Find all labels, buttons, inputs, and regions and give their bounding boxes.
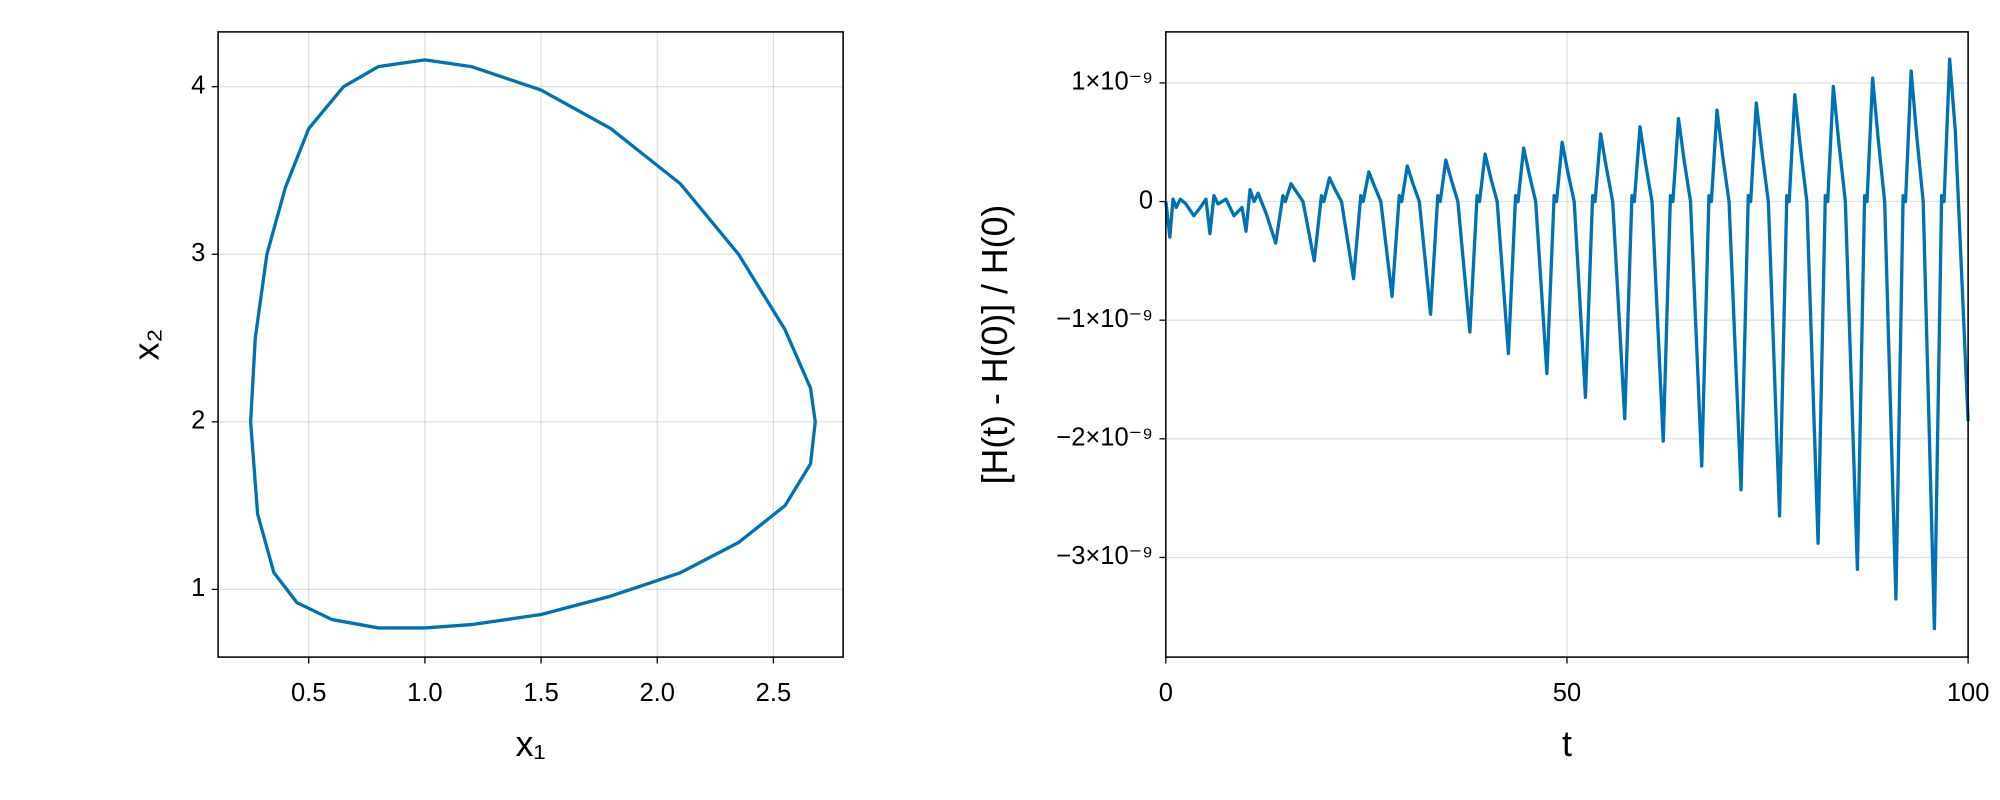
x-tick-label: 0.5 <box>291 679 326 707</box>
y-tick-label: 3 <box>191 239 205 267</box>
y-tick-label: 0 <box>1139 186 1153 214</box>
y-tick-label: 1×10⁻⁹ <box>1071 68 1153 96</box>
data-line <box>248 58 817 630</box>
x-tick-label: 2.0 <box>640 679 675 707</box>
data-line <box>1164 57 1970 631</box>
y-tick-label: −1×10⁻⁹ <box>1056 305 1153 333</box>
y-tick-label: −3×10⁻⁹ <box>1056 542 1153 570</box>
axes-frame <box>1165 31 1969 658</box>
x-axis-label: t <box>1562 724 1572 764</box>
axes-frame <box>217 31 844 658</box>
y-tick-label: 4 <box>191 71 205 99</box>
y-tick-label: 2 <box>191 407 205 435</box>
x-tick-label: 50 <box>1553 679 1581 707</box>
x-tick-label: 0 <box>1159 679 1173 707</box>
y-axis-label: x₂ <box>127 329 167 361</box>
x-tick-label: 1.5 <box>523 679 558 707</box>
x-tick-label: 1.0 <box>407 679 442 707</box>
y-tick-label: 1 <box>191 574 205 602</box>
y-axis-label: [H(t) - H(0)] / H(0) <box>975 205 1015 485</box>
x-tick-label: 100 <box>1947 679 1990 707</box>
x-tick-label: 2.5 <box>756 679 791 707</box>
x-axis-label: x₁ <box>516 724 546 764</box>
y-tick-label: −2×10⁻⁹ <box>1056 424 1153 452</box>
